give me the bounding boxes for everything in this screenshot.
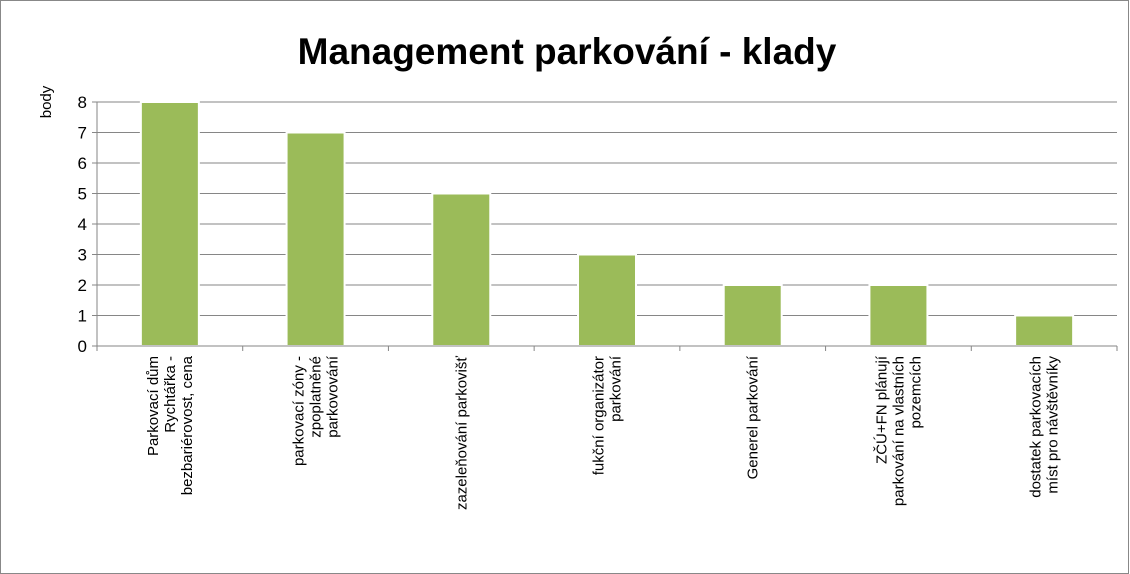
- bar: [285, 131, 346, 347]
- y-tick-label: 2: [78, 276, 87, 295]
- y-tick-label: 1: [78, 307, 87, 326]
- y-tick-label: 5: [78, 185, 87, 204]
- bar: [722, 284, 783, 347]
- x-tick-label: Parkovací důmRychtářka -bezbariérovost, …: [145, 355, 196, 495]
- bar: [1014, 314, 1075, 347]
- y-tick-label: 7: [78, 124, 87, 143]
- x-tick-label: ZČÚ+FN plánujíparkování na vlastníchpoze…: [873, 355, 924, 506]
- bar: [431, 192, 492, 347]
- chart-title: Management parkování - klady: [298, 31, 837, 72]
- y-tick-label: 4: [78, 215, 87, 234]
- x-tick-label: parkovací zóny -zpoplatněnéparkovování: [291, 355, 342, 466]
- bar: [139, 101, 200, 347]
- x-tick-label: zazeleňování parkovišť: [453, 356, 470, 510]
- y-tick-label: 0: [78, 337, 87, 356]
- y-tick-label: 3: [78, 246, 87, 265]
- x-tick-label: fukční organizátorparkování: [591, 355, 625, 475]
- y-axis-label: body: [38, 85, 55, 118]
- y-tick-label: 8: [78, 93, 87, 112]
- x-tick-label: dostatek parkovacíchmíst pro návštěvníky: [1028, 356, 1062, 498]
- x-tick-label: Generel parkování: [745, 355, 762, 479]
- bar: [868, 284, 929, 347]
- bar: [577, 253, 637, 347]
- y-tick-label: 6: [78, 154, 87, 173]
